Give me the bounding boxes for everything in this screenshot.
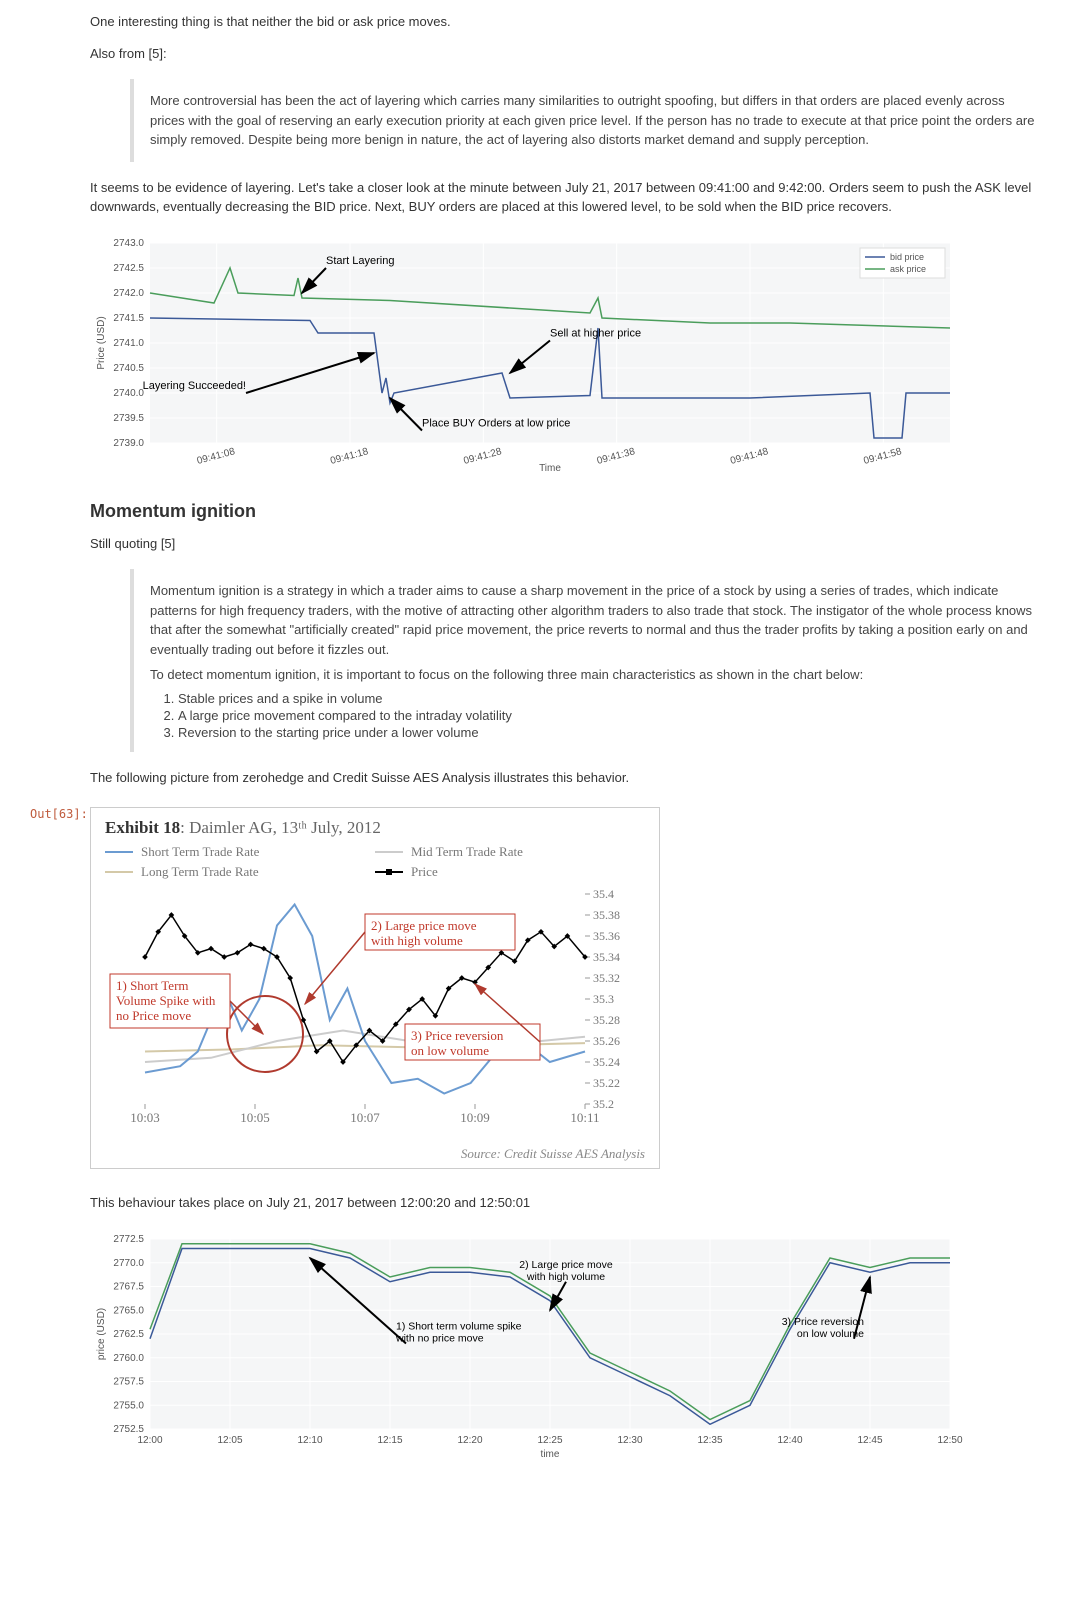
svg-text:Start Layering: Start Layering [326,255,394,267]
svg-text:Volume Spike with: Volume Spike with [116,993,216,1008]
svg-text:2) Large price move: 2) Large price move [519,1258,613,1270]
svg-text:Sell at higher price: Sell at higher price [550,327,641,339]
layering-chart: 2739.0 2739.5 2740.0 2740.5 2741.0 2741.5 2742… [90,233,1040,473]
svg-text:Time: Time [539,463,561,473]
svg-text:Price (USD): Price (USD) [96,316,107,369]
svg-text:2741.0: 2741.0 [113,338,144,349]
quote-text: More controversial has been the act of l… [150,91,1040,150]
svg-text:2742.5: 2742.5 [113,263,144,274]
quote-text: To detect momentum ignition, it is impor… [150,665,1040,685]
paragraph: Also from [5]: [90,44,1040,64]
output-prompt-label: Out[63]: [30,807,88,821]
svg-text:35.32: 35.32 [593,971,620,985]
paragraph: Still quoting [5] [90,534,1040,554]
svg-text:35.22: 35.22 [593,1076,620,1090]
svg-text:on low volume: on low volume [797,1327,864,1339]
ordered-list: Stable prices and a spike in volume A la… [150,691,1040,740]
svg-text:2760.0: 2760.0 [113,1352,144,1363]
svg-text:10:03: 10:03 [130,1110,160,1125]
blockquote: More controversial has been the act of l… [130,79,1040,162]
svg-text:35.4: 35.4 [593,887,614,901]
svg-text:on low volume: on low volume [411,1043,489,1058]
svg-text:12:05: 12:05 [217,1435,242,1446]
exhibit-legend: Short Term Trade RateMid Term Trade Rate… [105,844,645,880]
svg-text:12:15: 12:15 [377,1435,402,1446]
svg-text:2762.5: 2762.5 [113,1329,144,1340]
svg-text:2739.0: 2739.0 [113,438,144,449]
svg-text:10:11: 10:11 [570,1110,599,1125]
svg-text:time: time [541,1449,560,1459]
svg-text:09:41:58: 09:41:58 [862,446,903,467]
svg-text:ask price: ask price [890,264,926,274]
paragraph: This behaviour takes place on July 21, 2… [90,1193,1040,1213]
svg-text:10:07: 10:07 [350,1110,380,1125]
svg-text:35.24: 35.24 [593,1055,620,1069]
list-item: Reversion to the starting price under a … [178,725,1040,740]
svg-text:12:30: 12:30 [617,1435,642,1446]
svg-text:09:41:28: 09:41:28 [462,446,503,467]
blockquote: Momentum ignition is a strategy in which… [130,569,1040,752]
svg-text:12:00: 12:00 [137,1435,162,1446]
svg-text:no Price move: no Price move [116,1008,191,1023]
svg-text:35.36: 35.36 [593,929,620,943]
svg-text:2772.5: 2772.5 [113,1234,144,1245]
svg-text:2765.0: 2765.0 [113,1305,144,1316]
paragraph: The following picture from zerohedge and… [90,768,1040,788]
list-item: A large price movement compared to the i… [178,708,1040,723]
svg-text:12:50: 12:50 [937,1435,962,1446]
svg-text:09:41:38: 09:41:38 [596,446,637,467]
momentum-chart: 2752.5 2755.0 2757.5 2760.0 2762.5 2765.0 2767… [90,1229,1040,1459]
svg-text:price (USD): price (USD) [96,1307,107,1359]
svg-text:with high volume: with high volume [371,933,463,948]
svg-text:12:40: 12:40 [777,1435,802,1446]
svg-text:2757.5: 2757.5 [113,1376,144,1387]
svg-text:09:41:48: 09:41:48 [729,446,770,467]
svg-text:3) Price reversion: 3) Price reversion [411,1028,504,1043]
svg-text:2743.0: 2743.0 [113,238,144,249]
svg-text:bid price: bid price [890,252,924,262]
svg-text:09:41:18: 09:41:18 [329,446,370,467]
svg-text:12:45: 12:45 [857,1435,882,1446]
exhibit-title: Exhibit 18: Daimler AG, 13ᵗʰ July, 2012 [105,818,645,838]
svg-text:12:25: 12:25 [537,1435,562,1446]
svg-text:35.34: 35.34 [593,950,620,964]
svg-text:2740.0: 2740.0 [113,388,144,399]
svg-text:2740.5: 2740.5 [113,363,144,374]
svg-text:12:10: 12:10 [297,1435,322,1446]
svg-text:1) Short Term: 1) Short Term [116,978,189,993]
paragraph: It seems to be evidence of layering. Let… [90,178,1040,217]
quote-text: Momentum ignition is a strategy in which… [150,581,1040,659]
exhibit-block: Out[63]: Exhibit 18: Daimler AG, 13ᵗʰ Ju… [90,807,1040,1169]
paragraph: One interesting thing is that neither th… [90,12,1040,32]
exhibit-source: Source: Credit Suisse AES Analysis [105,1146,645,1162]
svg-text:2767.5: 2767.5 [113,1281,144,1292]
svg-text:35.28: 35.28 [593,1013,620,1027]
svg-text:10:05: 10:05 [240,1110,270,1125]
svg-text:10:09: 10:09 [460,1110,490,1125]
svg-text:35.26: 35.26 [593,1034,620,1048]
svg-text:Place BUY Orders at low price: Place BUY Orders at low price [422,417,570,429]
section-heading: Momentum ignition [90,501,1040,522]
svg-text:12:35: 12:35 [697,1435,722,1446]
svg-text:Layering Succeeded!: Layering Succeeded! [143,380,246,392]
svg-text:2) Large price move: 2) Large price move [371,918,477,933]
svg-text:12:20: 12:20 [457,1435,482,1446]
svg-text:35.38: 35.38 [593,908,620,922]
svg-text:with high volume: with high volume [526,1270,605,1282]
svg-text:2742.0: 2742.0 [113,288,144,299]
svg-text:2770.0: 2770.0 [113,1257,144,1268]
svg-text:2739.5: 2739.5 [113,413,144,424]
exhibit-18: Exhibit 18: Daimler AG, 13ᵗʰ July, 2012 … [90,807,660,1169]
svg-text:35.3: 35.3 [593,992,614,1006]
svg-text:2752.5: 2752.5 [113,1424,144,1435]
svg-text:1) Short term volume spike: 1) Short term volume spike [396,1320,522,1332]
svg-text:35.2: 35.2 [593,1097,614,1111]
svg-text:with no price move: with no price move [395,1332,484,1344]
svg-text:09:41:08: 09:41:08 [196,446,237,467]
list-item: Stable prices and a spike in volume [178,691,1040,706]
svg-text:2755.0: 2755.0 [113,1400,144,1411]
svg-text:3) Price reversion: 3) Price reversion [782,1315,864,1327]
svg-text:2741.5: 2741.5 [113,313,144,324]
